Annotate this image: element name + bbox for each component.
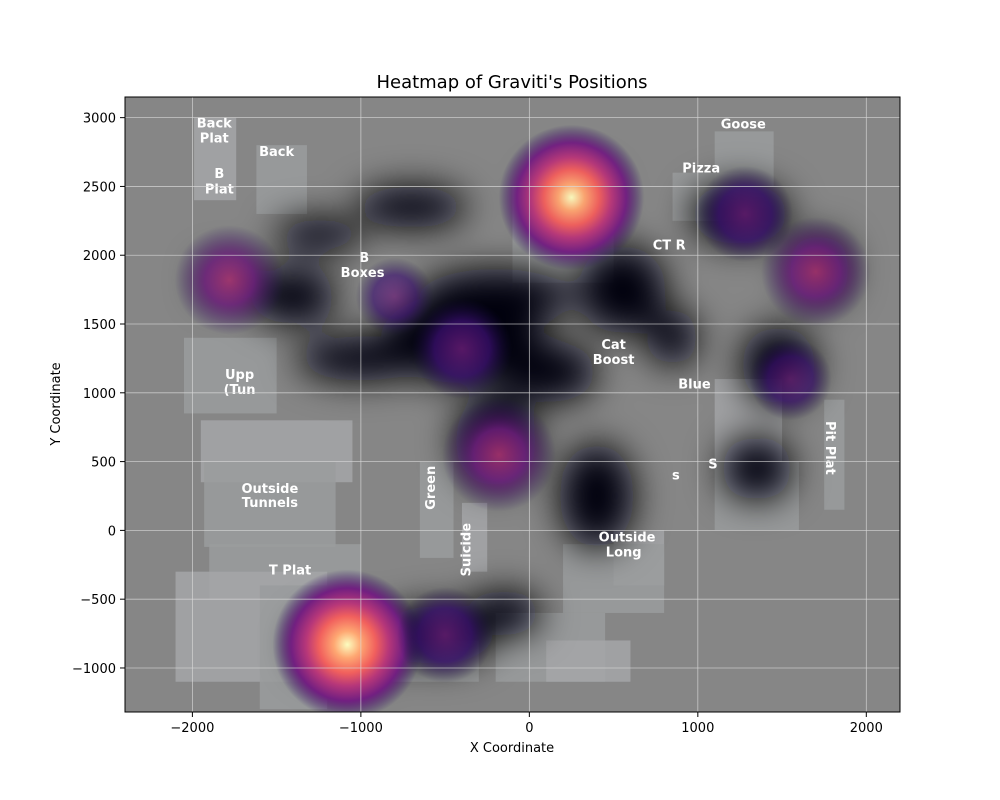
y-tick-label: 1500 (83, 318, 116, 333)
y-tick-label: 2000 (83, 249, 116, 264)
density-blob (274, 218, 363, 252)
map-block (256, 145, 307, 214)
heat-hotspot (761, 216, 871, 327)
map-label: Goose (721, 118, 766, 133)
heat-hotspot (174, 225, 285, 335)
x-axis-label: X Coordinate (470, 741, 554, 756)
plot-frame (124, 96, 901, 713)
map-label: Cat (601, 338, 626, 353)
heat-hotspot (498, 124, 645, 271)
axis-ticks: −2000 −1000 0 1000 2000 −1000 −500 0 500 1000 1500… (72, 112, 883, 736)
heat-hotspot (697, 165, 793, 262)
map-label: B (214, 167, 224, 182)
y-tick-label: 500 (91, 456, 116, 471)
y-tick-label: −500 (80, 593, 116, 608)
density-blob (721, 436, 793, 501)
map-label: Blue (678, 378, 711, 393)
density-blob (495, 341, 597, 403)
map-label: Boost (593, 353, 635, 368)
density-blob (647, 310, 698, 366)
x-tick-label: −2000 (170, 721, 214, 736)
y-tick-label: 3000 (83, 112, 116, 127)
map-label: Green (424, 466, 439, 510)
map-label: (Tun (224, 383, 256, 398)
map-label: Back (259, 145, 294, 160)
heat-hotspot (272, 569, 423, 712)
map-label: Plat (205, 182, 234, 197)
map-label: Outside (241, 482, 298, 497)
heat-hotspot (355, 257, 434, 336)
map-label: Long (606, 546, 642, 561)
map-label: CT R (653, 239, 686, 254)
map-label: Tunnels (242, 496, 298, 511)
y-tick-label: 1000 (83, 387, 116, 402)
y-axis-label: Y Coordinate (49, 362, 64, 446)
map-label: S (708, 457, 717, 472)
x-tick-label: −1000 (339, 721, 383, 736)
y-tick-label: 2500 (83, 180, 116, 195)
x-tick-label: 2000 (850, 721, 883, 736)
map-label: Outside (599, 530, 656, 545)
density-blob (559, 443, 634, 549)
map-label: Upp (225, 368, 254, 383)
map-block (824, 399, 845, 510)
map-label: Boxes (341, 266, 385, 281)
map-label: Back (197, 116, 232, 131)
map-block (563, 544, 665, 613)
map-label: B (359, 251, 369, 266)
x-tick-label: 0 (525, 721, 533, 736)
density-blob (355, 186, 468, 228)
map-block (204, 461, 336, 547)
heat-hotspot (749, 337, 832, 421)
map-block (461, 502, 488, 572)
map-block (183, 337, 277, 414)
map-label: Pizza (682, 162, 720, 177)
map-label: s (672, 468, 680, 483)
grid (125, 97, 900, 712)
map-label: Plat (200, 131, 229, 146)
heat-hotspot (442, 397, 557, 512)
heat-layer (174, 124, 871, 712)
heat-hotspot (397, 586, 494, 683)
map-label: Pit Plat (822, 421, 837, 475)
y-tick-label: 0 (108, 524, 116, 539)
density-blob (578, 245, 666, 334)
map-block (546, 640, 631, 682)
map-label: Suicide (459, 523, 474, 577)
chart-title: Heatmap of Graviti's Positions (376, 72, 647, 93)
x-tick-label: 1000 (681, 721, 714, 736)
map-label: T Plat (269, 563, 311, 578)
y-tick-label: −1000 (72, 662, 116, 677)
